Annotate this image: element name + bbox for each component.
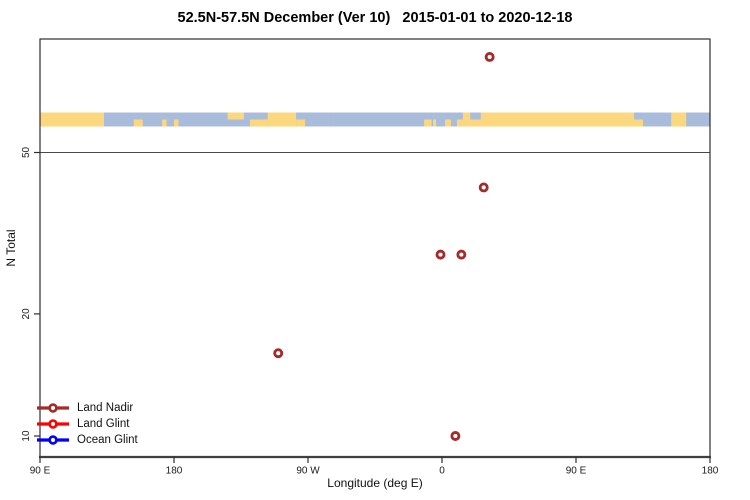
x-tick-label: 180 — [166, 466, 183, 477]
map-strip-segment — [162, 119, 167, 127]
map-strip-segment — [643, 112, 672, 127]
y-tick-label: 10 — [21, 430, 32, 442]
map-strip-segment — [174, 119, 179, 127]
map-strip-segment — [333, 112, 434, 127]
map-strip-segment — [267, 112, 297, 127]
map-strip-segment — [634, 112, 643, 120]
map-strip-segment — [450, 119, 457, 127]
legend-item-label: Ocean Glint — [77, 433, 138, 446]
legend: Land Nadir Land Glint Ocean Glint — [36, 400, 138, 447]
y-axis-label: N Total — [4, 229, 18, 267]
land-nadir-marker-icon — [37, 402, 69, 413]
data-point — [435, 249, 446, 260]
data-point — [456, 249, 467, 260]
x-tick-label: 180 — [702, 466, 719, 477]
legend-item-land-glint: Land Glint — [36, 416, 138, 431]
legend-item-land-nadir: Land Nadir — [36, 400, 138, 415]
ocean-glint-marker-icon — [37, 434, 69, 445]
x-tick-label: 0 — [439, 466, 445, 477]
x-tick-label: 90 E — [566, 466, 587, 477]
chart-title: 52.5N-57.5N December (Ver 10) 2015-01-01… — [177, 10, 573, 26]
map-strip-segment — [671, 112, 687, 127]
x-axis-label: Longitude (deg E) — [327, 476, 423, 490]
map-strip-segment — [424, 119, 432, 127]
legend-item-label: Land Glint — [77, 417, 130, 430]
map-strip-segment — [433, 112, 463, 120]
legend-item-ocean-glint: Ocean Glint — [36, 432, 138, 447]
y-tick-label: 20 — [21, 308, 32, 320]
data-point — [450, 431, 461, 441]
map-strip-segment — [133, 119, 143, 127]
map-strip-segment — [296, 119, 306, 127]
map-strip-segment — [470, 112, 481, 120]
x-tick-label: 90 W — [296, 466, 320, 477]
x-tick-label: 90 E — [30, 466, 51, 477]
data-point — [484, 52, 495, 62]
map-strip-segment — [436, 119, 445, 127]
map-strip-segment — [249, 112, 268, 120]
land-glint-marker-icon — [37, 418, 69, 429]
map-strip-segment — [686, 112, 710, 127]
map-strip-segment — [227, 112, 244, 120]
data-point — [273, 348, 284, 359]
y-tick-label: 50 — [21, 146, 32, 158]
plot-frame — [39, 38, 711, 458]
map-strip-segment — [296, 112, 334, 127]
legend-item-label: Land Nadir — [77, 401, 134, 414]
data-point — [478, 182, 489, 193]
